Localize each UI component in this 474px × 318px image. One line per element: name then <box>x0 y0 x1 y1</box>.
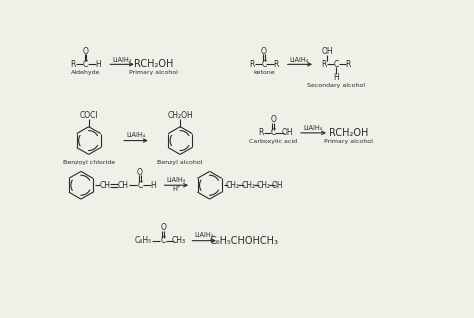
Text: CH₂: CH₂ <box>257 181 271 190</box>
Text: R: R <box>258 128 264 137</box>
Text: H: H <box>150 181 156 190</box>
Text: O: O <box>160 223 166 232</box>
Text: Primary alcohol: Primary alcohol <box>129 70 178 75</box>
Text: CH: CH <box>118 181 129 190</box>
Text: R: R <box>249 60 254 69</box>
Text: H⁺: H⁺ <box>172 186 181 192</box>
Text: Secondary alcohol: Secondary alcohol <box>307 83 365 88</box>
Text: C: C <box>83 60 88 69</box>
Text: C: C <box>137 181 143 190</box>
Text: O: O <box>270 115 276 124</box>
Text: ketone: ketone <box>253 70 274 75</box>
Text: O: O <box>82 47 89 56</box>
Text: COCl: COCl <box>79 111 98 120</box>
Text: R: R <box>71 60 76 69</box>
Text: C₆H₅CHOHCH₃: C₆H₅CHOHCH₃ <box>209 236 278 246</box>
Text: Carboxylic acid: Carboxylic acid <box>249 139 297 144</box>
Text: LiAlH₄: LiAlH₄ <box>290 57 309 63</box>
Text: Aldehyde: Aldehyde <box>71 70 100 75</box>
Text: LiAlH₄: LiAlH₄ <box>112 57 132 63</box>
Text: Primary alcohol: Primary alcohol <box>324 139 373 144</box>
Text: RCH₂OH: RCH₂OH <box>328 128 368 138</box>
Text: H: H <box>95 60 101 69</box>
Text: R: R <box>273 60 279 69</box>
Text: LiAlH₄: LiAlH₄ <box>304 125 323 131</box>
Text: CH₃: CH₃ <box>172 236 186 245</box>
Text: CH₂: CH₂ <box>241 181 255 190</box>
Text: LiAlH₄: LiAlH₄ <box>127 132 146 138</box>
Text: Benzoyl chloride: Benzoyl chloride <box>63 160 115 165</box>
Text: O: O <box>261 47 267 56</box>
Text: C: C <box>333 60 338 69</box>
Text: RCH₂OH: RCH₂OH <box>134 59 173 69</box>
Text: R: R <box>322 60 327 69</box>
Text: LiAlH₄: LiAlH₄ <box>167 177 186 183</box>
Text: C₆H₅: C₆H₅ <box>134 236 152 245</box>
Text: CH₂OH: CH₂OH <box>167 111 193 120</box>
Text: C: C <box>271 128 276 137</box>
Text: CH₂: CH₂ <box>226 181 240 190</box>
Text: LiAlH₄: LiAlH₄ <box>194 232 214 238</box>
Text: C: C <box>161 236 166 245</box>
Text: OH: OH <box>272 181 283 190</box>
Text: H: H <box>333 73 339 82</box>
Text: R: R <box>346 60 351 69</box>
Text: O: O <box>137 168 143 176</box>
Text: OH: OH <box>282 128 294 137</box>
Text: Benzyl alcohol: Benzyl alcohol <box>157 160 203 165</box>
Text: OH: OH <box>321 47 333 56</box>
Text: C: C <box>261 60 266 69</box>
Text: CH: CH <box>100 181 110 190</box>
